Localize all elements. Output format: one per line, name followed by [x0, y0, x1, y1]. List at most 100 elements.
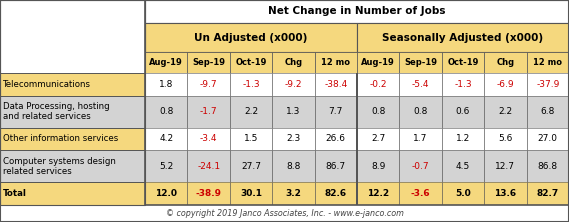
Text: 12.0: 12.0 — [155, 189, 178, 198]
Bar — [230, 127, 272, 150]
Text: 5.6: 5.6 — [498, 134, 513, 143]
Bar — [145, 73, 187, 96]
Text: 2.7: 2.7 — [371, 134, 385, 143]
Bar — [145, 96, 187, 127]
Text: Sep-19: Sep-19 — [192, 58, 225, 67]
Bar — [187, 150, 230, 182]
Bar — [0, 0, 569, 23]
Text: 12 mo: 12 mo — [533, 58, 562, 67]
Bar — [0, 0, 145, 205]
Bar — [187, 73, 230, 96]
Bar — [145, 52, 187, 73]
Bar — [0, 73, 145, 96]
Bar — [145, 23, 357, 52]
Text: 2.2: 2.2 — [244, 107, 258, 116]
Text: 8.9: 8.9 — [371, 162, 385, 171]
Text: 6.8: 6.8 — [541, 107, 555, 116]
Text: Oct-19: Oct-19 — [447, 58, 479, 67]
Bar — [527, 182, 569, 205]
Bar — [0, 52, 145, 73]
Bar — [272, 127, 315, 150]
Text: 27.0: 27.0 — [538, 134, 558, 143]
Bar — [399, 52, 442, 73]
Bar — [484, 150, 527, 182]
Bar — [230, 52, 272, 73]
Text: Seasonally Adjusted (x000): Seasonally Adjusted (x000) — [382, 33, 543, 43]
Text: Total: Total — [3, 189, 27, 198]
Text: 2.3: 2.3 — [286, 134, 300, 143]
Text: 12.7: 12.7 — [496, 162, 516, 171]
Text: 5.0: 5.0 — [455, 189, 471, 198]
Bar — [484, 96, 527, 127]
Text: 12 mo: 12 mo — [321, 58, 351, 67]
Bar — [230, 73, 272, 96]
Bar — [484, 73, 527, 96]
Text: Un Adjusted (x000): Un Adjusted (x000) — [195, 33, 308, 43]
Bar — [145, 150, 187, 182]
Bar — [527, 96, 569, 127]
Text: Computer systems design
related services: Computer systems design related services — [3, 157, 116, 176]
Text: 30.1: 30.1 — [240, 189, 262, 198]
Bar — [484, 127, 527, 150]
Bar — [187, 127, 230, 150]
Bar — [230, 150, 272, 182]
Bar — [356, 182, 357, 205]
Bar — [145, 96, 569, 127]
Text: 0.6: 0.6 — [456, 107, 470, 116]
Text: 1.8: 1.8 — [159, 80, 174, 89]
Bar — [315, 73, 357, 96]
Bar — [357, 150, 399, 182]
Bar — [145, 0, 569, 23]
Bar — [399, 127, 442, 150]
Bar — [442, 73, 484, 96]
Text: 0.8: 0.8 — [414, 107, 428, 116]
Bar — [145, 182, 187, 205]
Bar — [315, 150, 357, 182]
Text: Chg: Chg — [284, 58, 303, 67]
Bar — [145, 73, 569, 96]
Bar — [442, 150, 484, 182]
Text: -1.7: -1.7 — [200, 107, 217, 116]
Bar — [187, 52, 230, 73]
Text: 0.8: 0.8 — [371, 107, 385, 116]
Text: 1.2: 1.2 — [456, 134, 470, 143]
Bar — [356, 127, 357, 150]
Bar — [230, 96, 272, 127]
Bar — [145, 127, 569, 150]
Bar — [145, 0, 569, 205]
Text: 0.8: 0.8 — [159, 107, 174, 116]
Text: -24.1: -24.1 — [197, 162, 220, 171]
Text: 4.2: 4.2 — [159, 134, 174, 143]
Bar — [527, 127, 569, 150]
Bar — [145, 127, 187, 150]
Bar — [484, 182, 527, 205]
Bar — [442, 52, 484, 73]
Text: Aug-19: Aug-19 — [150, 58, 183, 67]
Text: 13.6: 13.6 — [494, 189, 517, 198]
Text: -1.3: -1.3 — [454, 80, 472, 89]
Bar — [356, 96, 357, 127]
Bar — [527, 73, 569, 96]
Text: -3.6: -3.6 — [411, 189, 430, 198]
Text: -3.4: -3.4 — [200, 134, 217, 143]
Bar — [145, 182, 569, 205]
Bar — [399, 150, 442, 182]
Text: 2.2: 2.2 — [498, 107, 513, 116]
Bar — [272, 96, 315, 127]
Text: 7.7: 7.7 — [329, 107, 343, 116]
Bar — [399, 182, 442, 205]
Text: Aug-19: Aug-19 — [361, 58, 395, 67]
Bar — [356, 73, 357, 96]
Bar — [272, 73, 315, 96]
Text: Chg: Chg — [496, 58, 514, 67]
Bar — [357, 127, 399, 150]
Bar — [230, 182, 272, 205]
Text: -38.4: -38.4 — [324, 80, 348, 89]
Text: -37.9: -37.9 — [536, 80, 559, 89]
Text: 82.7: 82.7 — [537, 189, 559, 198]
Text: 5.2: 5.2 — [159, 162, 174, 171]
Text: -9.2: -9.2 — [284, 80, 302, 89]
Text: -38.9: -38.9 — [196, 189, 222, 198]
Bar — [315, 52, 357, 73]
Text: 8.8: 8.8 — [286, 162, 300, 171]
